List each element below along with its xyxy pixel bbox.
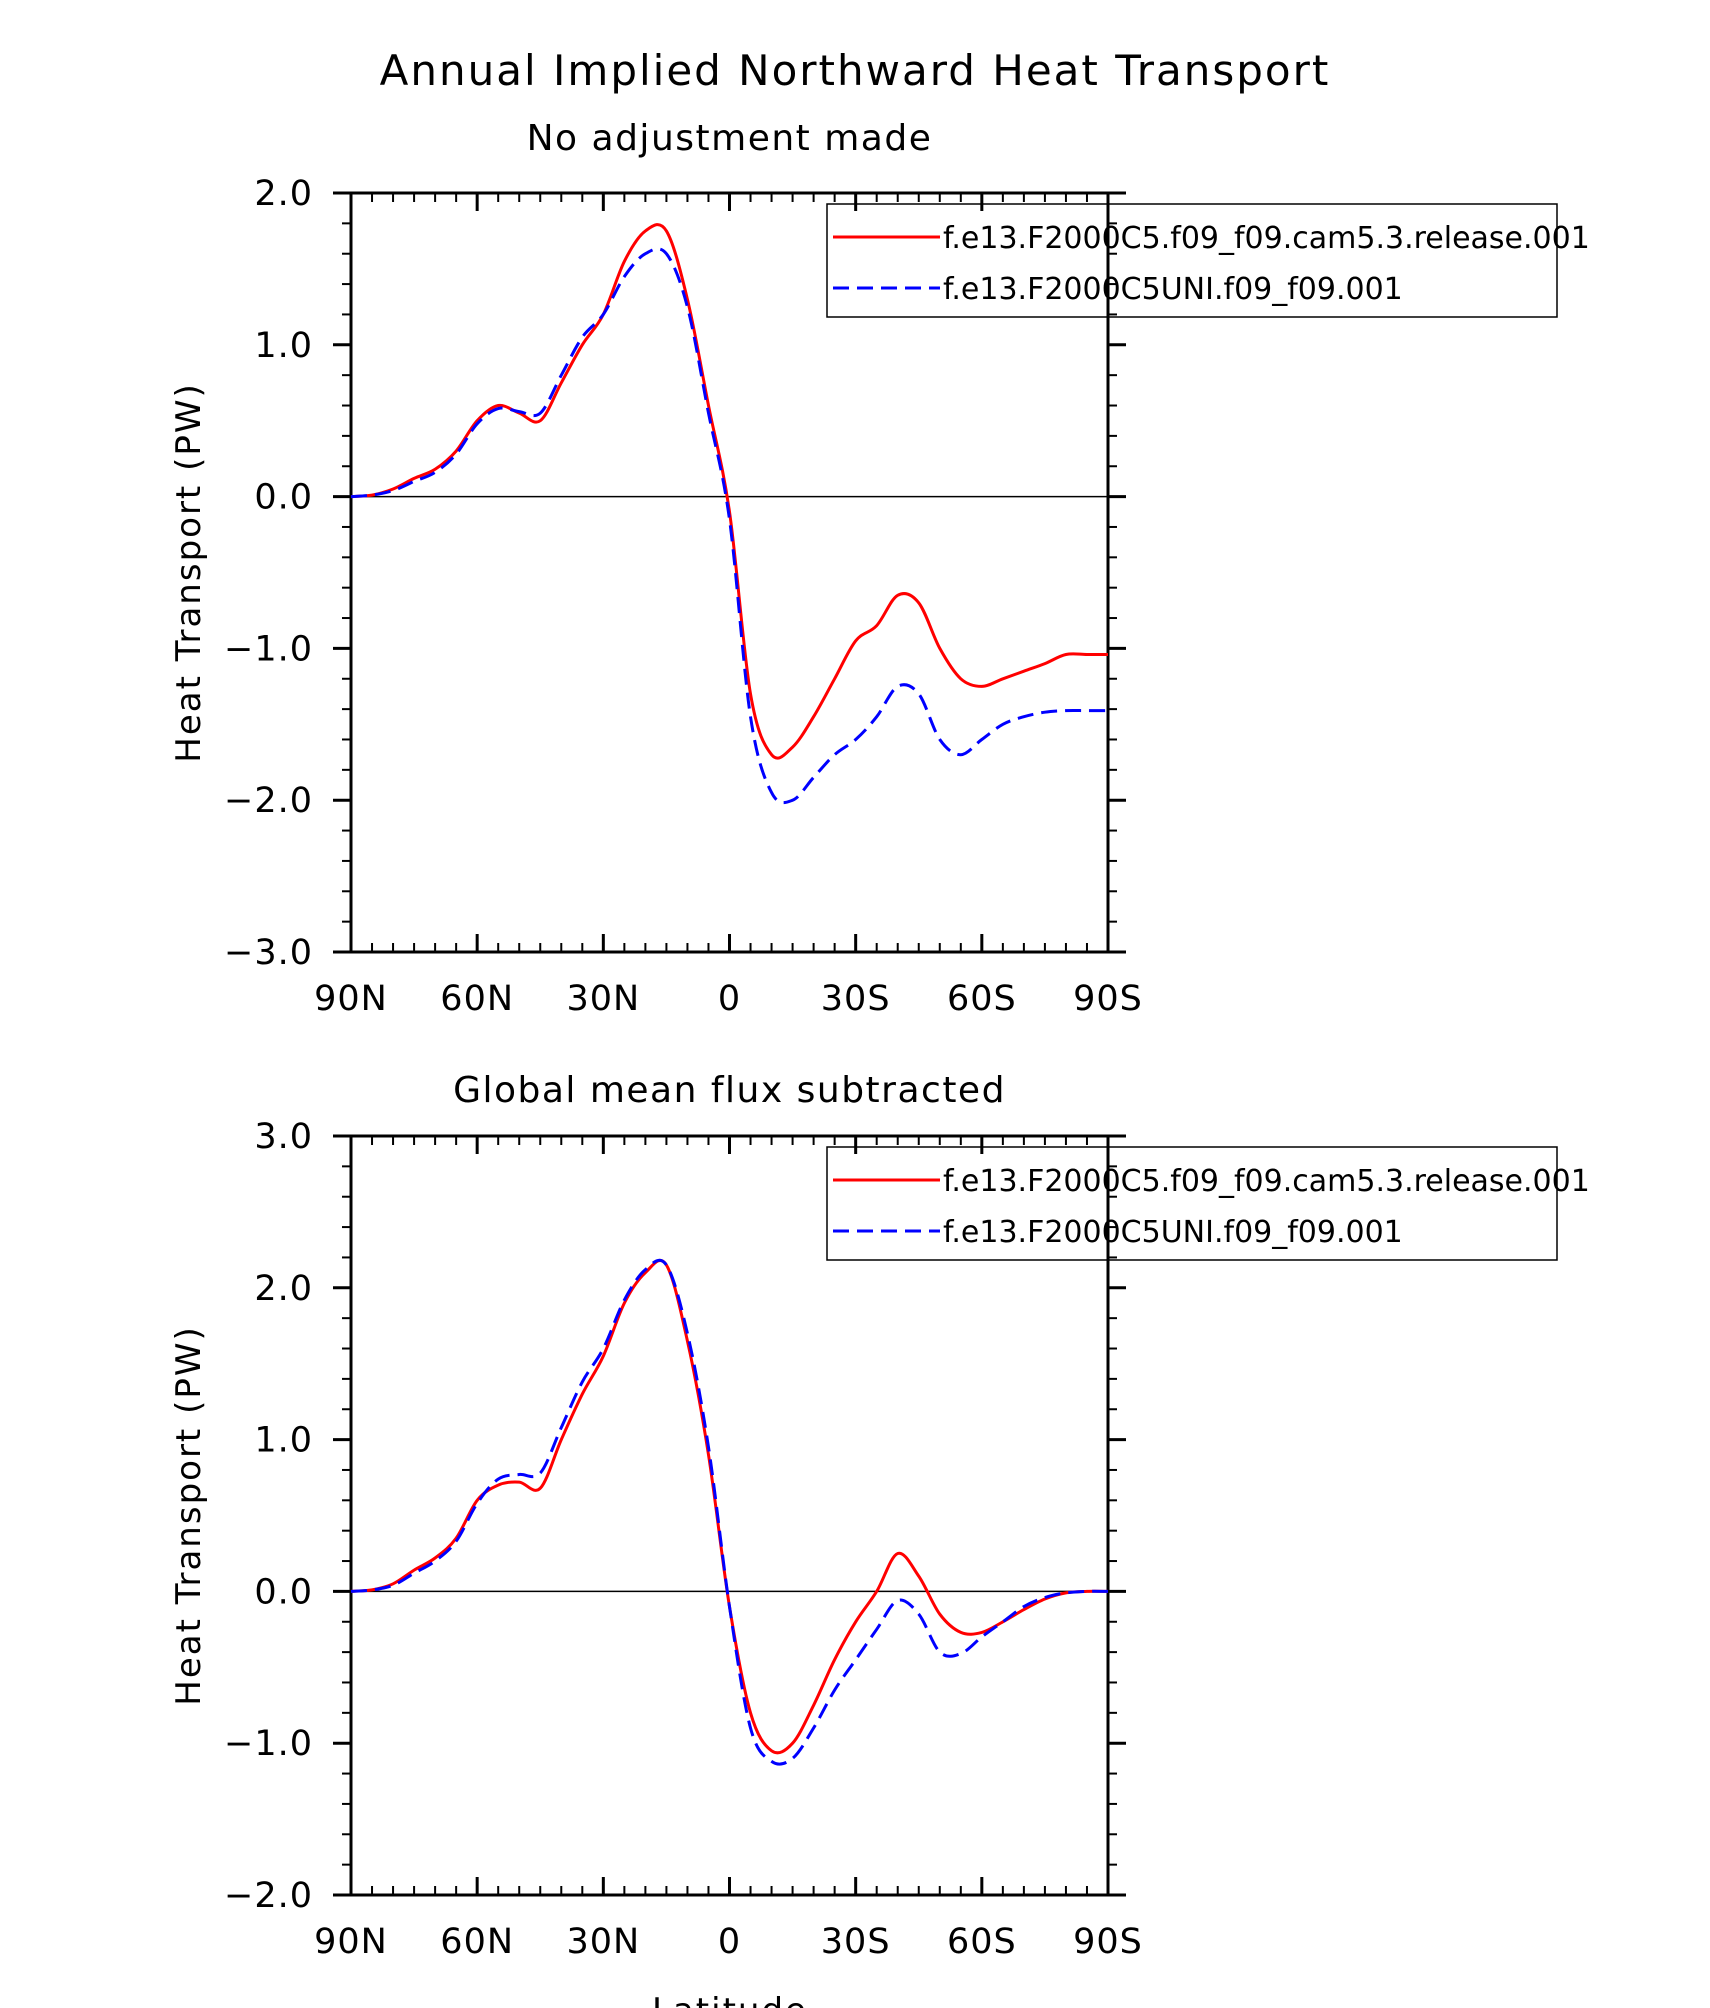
x-tick-label: 60N [440, 1922, 514, 1962]
y-tick-label: −2.0 [224, 781, 313, 821]
y-tick-label: −3.0 [224, 933, 313, 973]
y-tick-label: 0.0 [254, 478, 313, 518]
y-tick-label: −1.0 [224, 1724, 313, 1764]
x-tick-label: 90N [314, 1922, 388, 1962]
y-tick-label: 0.0 [254, 1572, 313, 1612]
legend-label-1: f.e13.F2000C5.f09_f09.cam5.3.release.001 [943, 1164, 1590, 1199]
chart-panel-2: Global mean flux subtracted 90N 60N 30N 0 30S… [169, 1070, 1590, 1962]
y-axis-label: Heat Transport (PW) [169, 1325, 209, 1705]
chart-panel-1: No adjustment made 90N 60N 30N 0 30S 60S 90S 2.0… [169, 118, 1590, 1019]
legend-label-2: f.e13.F2000C5UNI.f09_f09.001 [943, 272, 1403, 307]
x-tick-label: 30S [821, 979, 891, 1019]
panel-title: Global mean flux subtracted [453, 1070, 1006, 1111]
y-tick-label: 1.0 [254, 326, 313, 366]
y-tick-label: −1.0 [224, 629, 313, 669]
y-tick-label: 2.0 [254, 1269, 313, 1309]
legend-box [826, 1146, 1558, 1261]
figure-title: Annual Implied Northward Heat Transport [380, 46, 1331, 95]
x-tick-label: 90S [1073, 979, 1143, 1019]
x-tick-label: 30N [566, 979, 640, 1019]
x-tick-label: 60S [947, 1922, 1017, 1962]
legend: f.e13.F2000C5.f09_f09.cam5.3.release.001… [826, 203, 1590, 318]
x-tick-label: 0 [718, 1922, 741, 1962]
x-tick-label: 30N [566, 1922, 640, 1962]
x-tick-label: 60S [947, 979, 1017, 1019]
series-line-2 [350, 1258, 1109, 1766]
legend-label-1: f.e13.F2000C5.f09_f09.cam5.3.release.001 [943, 221, 1590, 256]
x-tick-label: 0 [718, 979, 741, 1019]
y-tick-label: 3.0 [254, 1117, 313, 1157]
x-tick-label: 90S [1073, 1922, 1143, 1962]
legend-box [826, 203, 1558, 318]
y-axis-label: Heat Transport (PW) [169, 382, 209, 762]
panel-title: No adjustment made [527, 118, 933, 159]
legend: f.e13.F2000C5.f09_f09.cam5.3.release.001… [826, 1146, 1590, 1261]
series-line-2 [350, 247, 1108, 805]
x-tick-label: 30S [821, 1922, 891, 1962]
x-tick-label: 90N [314, 979, 388, 1019]
x-axis-label: Latitude [652, 1991, 808, 2008]
legend-label-2: f.e13.F2000C5UNI.f09_f09.001 [943, 1215, 1403, 1250]
y-tick-label: 1.0 [254, 1421, 313, 1461]
x-tick-label: 60N [440, 979, 514, 1019]
y-tick-label: 2.0 [254, 174, 313, 214]
y-tick-label: −2.0 [224, 1876, 313, 1916]
series-line-1 [350, 1258, 1109, 1755]
